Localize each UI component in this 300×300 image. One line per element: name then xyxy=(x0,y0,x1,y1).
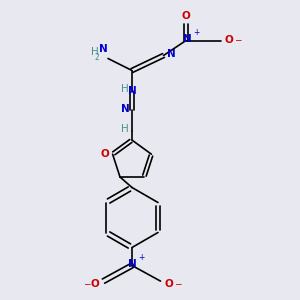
Text: N: N xyxy=(128,85,137,96)
Text: H: H xyxy=(121,124,128,134)
Text: N: N xyxy=(167,49,176,59)
Text: −: − xyxy=(82,280,90,289)
Text: +: + xyxy=(193,28,200,37)
Text: O: O xyxy=(182,11,190,21)
Text: O: O xyxy=(164,279,173,289)
Text: N: N xyxy=(98,44,107,54)
Text: O: O xyxy=(100,149,109,159)
Text: N: N xyxy=(121,104,130,115)
Text: H: H xyxy=(121,83,128,94)
Text: N: N xyxy=(128,259,137,269)
Text: N: N xyxy=(183,34,192,44)
Text: O: O xyxy=(91,279,100,289)
Text: −: − xyxy=(234,35,242,44)
Text: O: O xyxy=(224,34,233,45)
Text: +: + xyxy=(138,254,144,262)
Text: −: − xyxy=(174,280,182,289)
Text: 2: 2 xyxy=(94,53,99,62)
Text: H: H xyxy=(91,47,99,57)
